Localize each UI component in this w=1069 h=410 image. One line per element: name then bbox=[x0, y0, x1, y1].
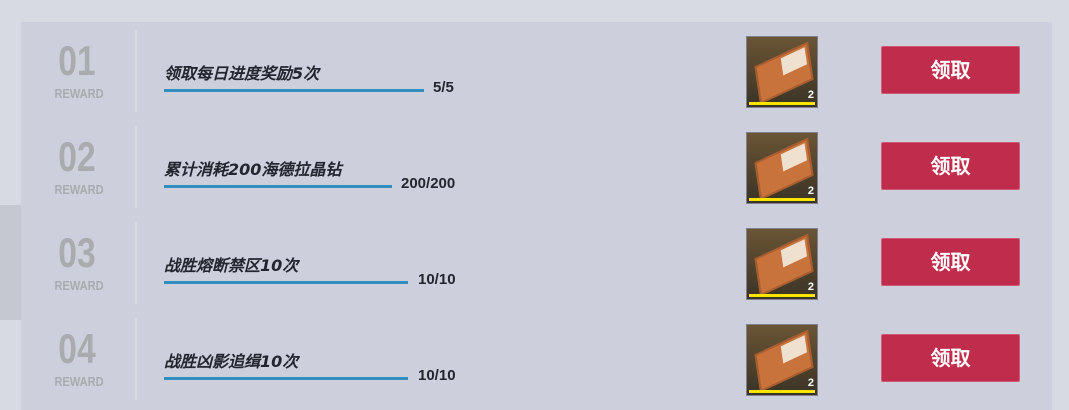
task-index: 04 bbox=[58, 325, 96, 372]
claim-button[interactable]: 领取 bbox=[881, 142, 1020, 190]
background-shape bbox=[0, 205, 21, 320]
reward-count: 2 bbox=[807, 377, 814, 389]
supply-box-icon bbox=[754, 233, 814, 297]
progress-bar bbox=[164, 89, 424, 92]
task-index: 01 bbox=[58, 37, 96, 84]
task-row: 04 REWARD 战胜凶影追缉10次 10/10 2 领取 bbox=[21, 314, 1052, 402]
progress-text: 10/10 bbox=[418, 367, 456, 384]
reward-item[interactable]: 2 bbox=[746, 324, 818, 396]
divider bbox=[135, 126, 137, 208]
reward-count: 2 bbox=[807, 281, 814, 293]
rarity-bar bbox=[749, 198, 815, 201]
progress-text: 200/200 bbox=[401, 175, 456, 192]
task-row: 02 REWARD 累计消耗200海德拉晶钻 200/200 2 领取 bbox=[21, 122, 1052, 210]
task-row: 01 REWARD 领取每日进度奖励5次 5/5 2 领取 bbox=[21, 26, 1052, 114]
task-title: 战胜凶影追缉10次 bbox=[164, 352, 299, 371]
progress-bar bbox=[164, 185, 392, 188]
reward-tag: REWARD bbox=[54, 86, 104, 101]
task-index: 02 bbox=[58, 133, 96, 180]
supply-box-icon bbox=[754, 41, 814, 105]
progress-bar bbox=[164, 377, 408, 380]
rarity-bar bbox=[749, 102, 815, 105]
task-title: 累计消耗200海德拉晶钻 bbox=[164, 160, 342, 179]
claim-button[interactable]: 领取 bbox=[881, 46, 1020, 94]
divider bbox=[135, 30, 137, 112]
progress-text: 5/5 bbox=[433, 79, 454, 96]
reward-tag: REWARD bbox=[54, 278, 104, 293]
reward-tag: REWARD bbox=[54, 374, 104, 389]
task-index: 03 bbox=[58, 229, 96, 276]
rarity-bar bbox=[749, 390, 815, 393]
claim-button[interactable]: 领取 bbox=[881, 238, 1020, 286]
progress-text: 10/10 bbox=[418, 271, 456, 288]
task-list-panel: 01 REWARD 领取每日进度奖励5次 5/5 2 领取 02 REWARD 累… bbox=[21, 22, 1052, 410]
divider bbox=[135, 318, 137, 400]
reward-count: 2 bbox=[807, 185, 814, 197]
progress-bar bbox=[164, 281, 408, 284]
rarity-bar bbox=[749, 294, 815, 297]
task-title: 领取每日进度奖励5次 bbox=[164, 64, 320, 83]
supply-box-icon bbox=[754, 137, 814, 201]
reward-item[interactable]: 2 bbox=[746, 132, 818, 204]
reward-tag: REWARD bbox=[54, 182, 104, 197]
reward-item[interactable]: 2 bbox=[746, 228, 818, 300]
supply-box-icon bbox=[754, 329, 814, 393]
reward-count: 2 bbox=[807, 89, 814, 101]
reward-item[interactable]: 2 bbox=[746, 36, 818, 108]
task-title: 战胜熔断禁区10次 bbox=[164, 256, 299, 275]
claim-button[interactable]: 领取 bbox=[881, 334, 1020, 382]
task-row: 03 REWARD 战胜熔断禁区10次 10/10 2 领取 bbox=[21, 218, 1052, 306]
divider bbox=[135, 222, 137, 304]
